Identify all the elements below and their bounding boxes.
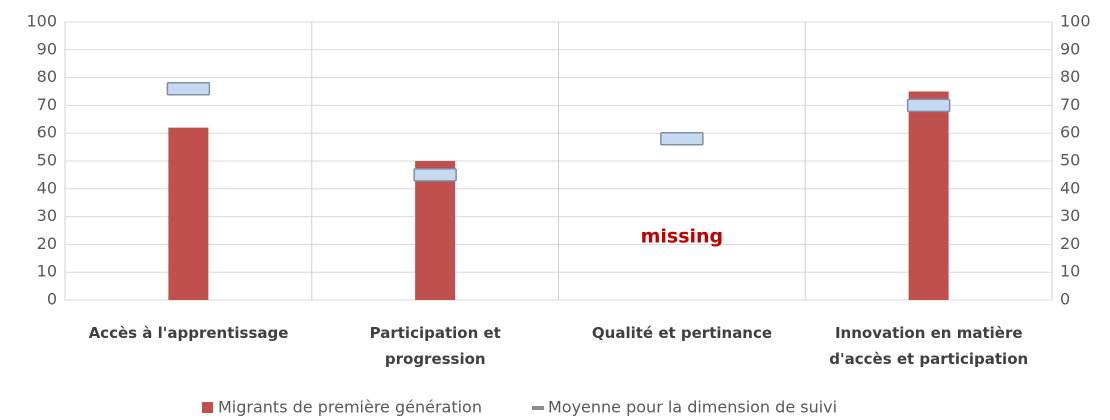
y2-tick-label: 10 [1060, 262, 1080, 281]
y-tick-label: 30 [37, 206, 57, 225]
y2-tick-label: 40 [1060, 178, 1080, 197]
legend-swatch [531, 406, 544, 410]
y-tick-label: 50 [37, 151, 57, 170]
y2-tick-label: 100 [1060, 12, 1091, 31]
y-tick-label: 40 [37, 178, 57, 197]
y-tick-label: 70 [37, 95, 57, 114]
y-tick-label: 0 [47, 290, 57, 309]
y2-tick-label: 20 [1060, 234, 1080, 253]
x-tick-label: Accès à l'apprentissage [88, 324, 289, 342]
y2-tick-label: 30 [1060, 206, 1080, 225]
bar [168, 127, 209, 300]
y-tick-label: 90 [37, 39, 57, 58]
y-tick-label: 10 [37, 262, 57, 281]
marker [660, 132, 704, 146]
y-tick-label: 60 [37, 123, 57, 142]
x-tick-label: Qualité et pertinance [591, 324, 773, 342]
bar [908, 91, 949, 300]
x-tick-label: Participation et progression [369, 324, 501, 368]
annotation: missing [641, 226, 724, 248]
marker [166, 81, 211, 96]
bar [415, 161, 456, 300]
y-tick-label: 20 [37, 234, 57, 253]
x-tick-label: Innovation en matière d'accès et partici… [829, 324, 1029, 368]
y-tick-label: 100 [26, 12, 57, 31]
y2-tick-label: 70 [1060, 95, 1080, 114]
y2-tick-label: 80 [1060, 67, 1080, 86]
marker [906, 98, 951, 113]
y2-tick-label: 90 [1060, 39, 1080, 58]
y2-tick-label: 50 [1060, 151, 1080, 170]
marker [413, 168, 457, 182]
y2-tick-label: 60 [1060, 123, 1080, 142]
legend-label: Moyenne pour la dimension de suivi [548, 398, 837, 417]
legend-label: Migrants de première génération [218, 398, 482, 417]
y2-tick-label: 0 [1060, 290, 1070, 309]
legend-swatch [202, 402, 213, 413]
y-tick-label: 80 [37, 67, 57, 86]
